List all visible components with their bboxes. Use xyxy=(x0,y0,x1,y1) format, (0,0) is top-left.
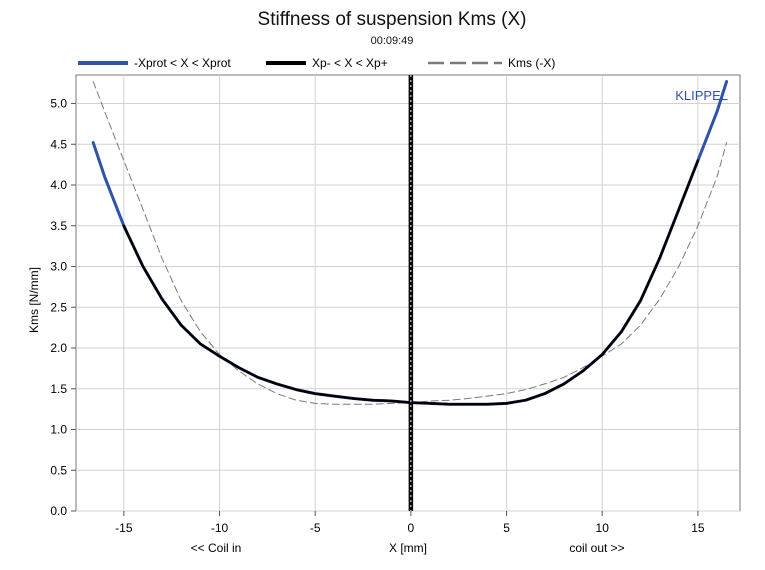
plot-area xyxy=(75,74,741,512)
y-axis: 0.0 0.5 1.0 1.5 2.0 2.5 3.0 3.5 4.0 4.5 5.0 xyxy=(50,97,76,518)
legend-label-0: -Xprot < X < Xprot xyxy=(134,56,231,70)
y-tick-label-8: 4.0 xyxy=(50,178,67,192)
brand-label: KLIPPEL xyxy=(675,88,728,103)
legend: -Xprot < X < Xprot Xp- < X < Xp+ Kms (-X… xyxy=(78,56,555,70)
x-tick-label-2: -5 xyxy=(310,521,321,535)
chart-subtitle: 00:09:49 xyxy=(371,35,414,47)
series-layer xyxy=(91,75,729,511)
x-axis: -15 -10 -5 0 5 10 15 xyxy=(115,511,705,535)
x-axis-left-label: << Coil in xyxy=(191,541,242,555)
y-tick-label-0: 0.0 xyxy=(50,504,67,518)
x-tick-label-0: -15 xyxy=(115,521,133,535)
legend-label-1: Xp- < X < Xp+ xyxy=(312,56,388,70)
x-tick-label-1: -10 xyxy=(211,521,229,535)
y-tick-label-2: 1.0 xyxy=(50,423,67,437)
y-tick-label-6: 3.0 xyxy=(50,260,67,274)
grid xyxy=(76,75,740,512)
y-tick-label-10: 5.0 xyxy=(50,97,67,111)
y-tick-label-1: 0.5 xyxy=(50,463,67,477)
chart-title: Stiffness of suspension Kms (X) xyxy=(258,9,527,30)
y-axis-label: Kms [N/mm] xyxy=(27,267,41,333)
x-axis-right-label: coil out >> xyxy=(569,541,624,555)
x-tick-label-5: 10 xyxy=(596,521,610,535)
y-tick-label-4: 2.0 xyxy=(50,341,67,355)
legend-label-2: Kms (-X) xyxy=(508,56,555,70)
x-tick-label-4: 5 xyxy=(503,521,510,535)
y-tick-label-5: 2.5 xyxy=(50,300,67,314)
x-tick-label-3: 0 xyxy=(408,521,415,535)
y-tick-label-9: 4.5 xyxy=(50,137,67,151)
y-tick-label-3: 1.5 xyxy=(50,382,67,396)
x-tick-label-6: 15 xyxy=(691,521,705,535)
y-tick-label-7: 3.5 xyxy=(50,219,67,233)
x-axis-label: X [mm] xyxy=(389,541,427,555)
